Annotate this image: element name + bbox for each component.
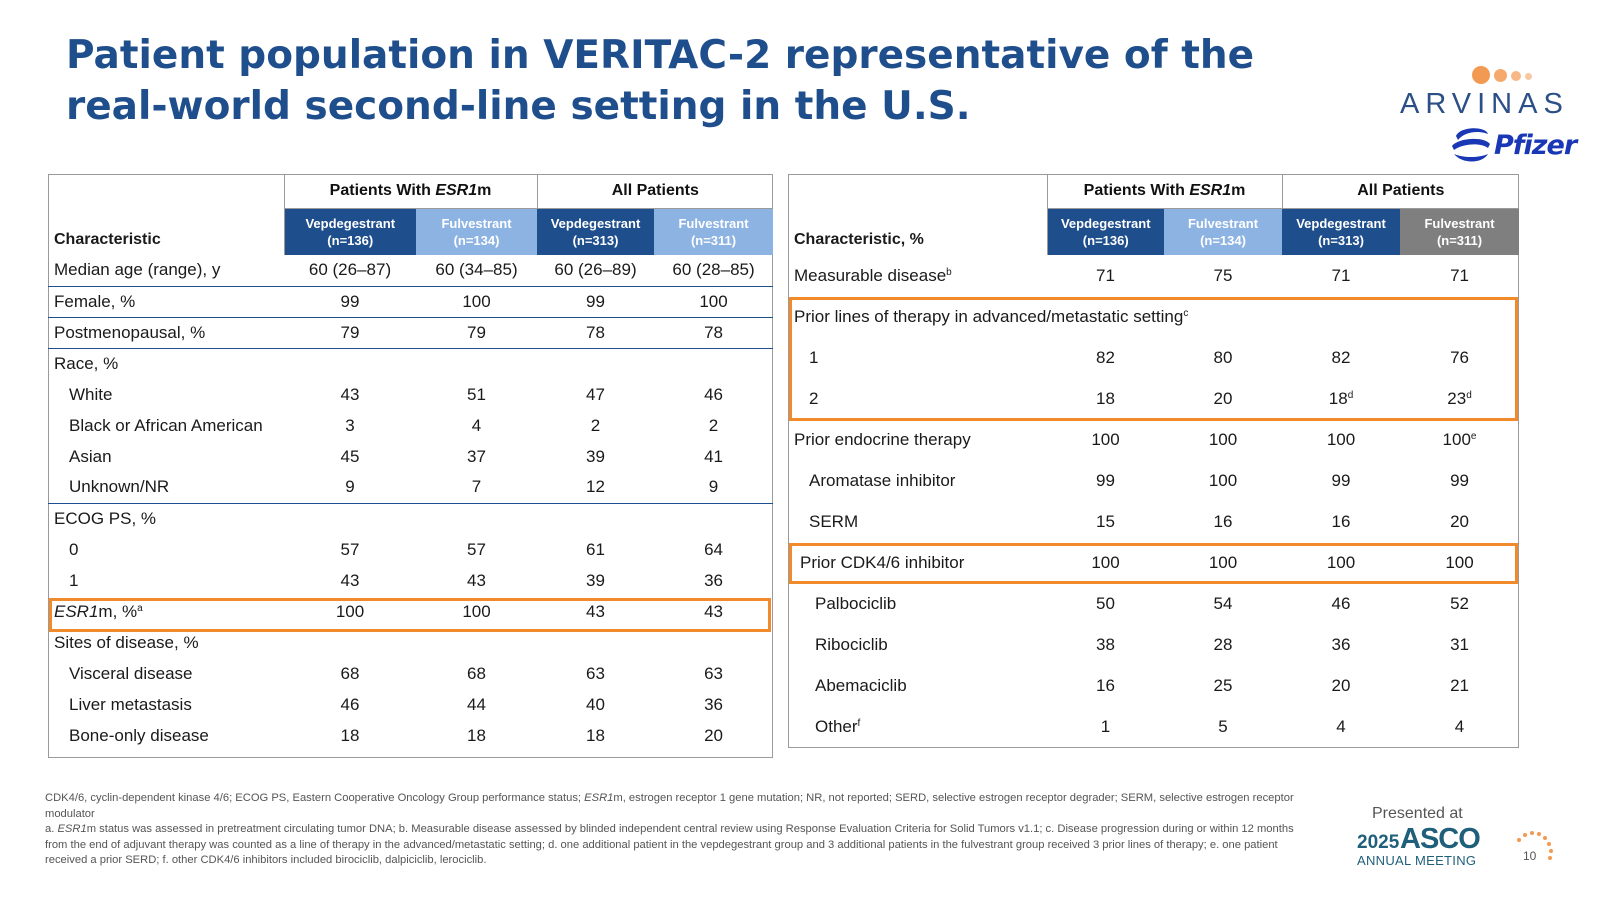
table-row: White 43 51 47 46 xyxy=(69,384,723,404)
right-subheader-ful-esr1: Fulvestrant (n=134) xyxy=(1164,208,1283,255)
presented-at-label: Presented at xyxy=(1372,805,1463,822)
left-group-esr1-header: Patients With ESR1m xyxy=(283,174,538,209)
footnotes: CDK4/6, cyclin-dependent kinase 4/6; ECO… xyxy=(45,791,1305,869)
asco-year: 2025 xyxy=(1357,832,1400,853)
table-row: Female, % 99 100 99 100 xyxy=(48,286,774,318)
abbreviations-footnote: CDK4/6, cyclin-dependent kinase 4/6; ECO… xyxy=(45,792,1294,820)
table-row: 1 82 80 82 76 xyxy=(809,347,1469,367)
table-row: Asian 45 37 39 41 xyxy=(69,446,723,466)
table-row: Visceral disease 68 68 63 63 xyxy=(69,663,723,683)
pfizer-swirl-icon xyxy=(1452,128,1490,162)
table-row: 1 43 43 39 36 xyxy=(69,570,723,590)
table-row: Prior lines of therapy in advanced/metas… xyxy=(794,306,1189,326)
table-row: Liver metastasis 46 44 40 36 xyxy=(69,694,723,714)
table-row: ECOG PS, % xyxy=(54,508,157,528)
table-row: 2 18 20 18d 23d xyxy=(809,388,1472,408)
table-row: Postmenopausal, % 79 79 78 78 xyxy=(48,317,774,349)
table-row-cdk46-highlighted: Prior CDK4/6 inhibitor 100 100 100 100 xyxy=(800,552,1474,572)
asco-meeting-label: ANNUAL MEETING xyxy=(1357,853,1477,868)
right-characteristics-table: Characteristic, % Patients With ESR1m Al… xyxy=(788,174,1520,747)
right-group-all-header: All Patients xyxy=(1281,174,1520,209)
arvinas-logo: ARVINAS xyxy=(1400,62,1580,122)
table-row: Measurable diseaseb 71 75 71 71 xyxy=(794,265,1469,285)
table-row: Ribociclib 38 28 36 31 xyxy=(815,634,1469,654)
page-dots-icon xyxy=(1517,831,1553,860)
left-subheader-vep-all: Vepdegestrant (n=313) xyxy=(537,208,655,255)
pfizer-logo: Pfizer xyxy=(1448,124,1578,172)
table-row: Race, % xyxy=(54,353,119,373)
pfizer-wordmark: Pfizer xyxy=(1494,130,1577,161)
table-row: Prior endocrine therapy 100 100 100 100e xyxy=(794,429,1477,449)
right-subheader-ful-all: Fulvestrant (n=311) xyxy=(1400,208,1520,255)
left-characteristic-header: Characteristic xyxy=(54,231,161,248)
table-row: SERM 15 16 16 20 xyxy=(809,511,1469,531)
right-group-esr1-header: Patients With ESR1m xyxy=(1046,174,1283,209)
table-row: Palbociclib 50 54 46 52 xyxy=(815,593,1469,613)
right-characteristic-header: Characteristic, % xyxy=(794,231,924,248)
table-row: Sites of disease, % xyxy=(54,632,199,652)
right-subheader-vep-all: Vepdegestrant (n=313) xyxy=(1282,208,1401,255)
asco-badge: Presented at 2025 ASCO ANNUAL MEETING xyxy=(1356,805,1486,868)
lettered-footnotes: a. ESR1m status was assessed in pretreat… xyxy=(45,823,1294,867)
table-row: 0 57 57 61 64 xyxy=(69,539,723,559)
table-row: Bone-only disease 18 18 18 20 xyxy=(69,725,723,745)
left-subheader-vep-esr1: Vepdegestrant (n=136) xyxy=(283,208,416,255)
left-group-all-header: All Patients xyxy=(536,174,774,209)
asco-wordmark: ASCO xyxy=(1400,823,1481,855)
table-row: Median age (range), y 60 (26–87) 60 (34–8… xyxy=(48,255,774,287)
left-subheader-ful-all: Fulvestrant (n=311) xyxy=(654,208,774,255)
table-row: Unknown/NR 9 7 12 9 xyxy=(48,472,774,504)
page-number: 10 xyxy=(1523,849,1537,863)
arvinas-wordmark: ARVINAS xyxy=(1400,88,1569,120)
left-subheader-ful-esr1: Fulvestrant (n=134) xyxy=(416,208,538,255)
page-title: Patient population in VERITAC-2 represen… xyxy=(66,33,1255,129)
left-characteristics-table: Characteristic Patients With ESR1m All P… xyxy=(48,174,774,751)
table-row-esr1m-highlighted: ESR1m, %a 100 100 43 43 xyxy=(54,601,723,621)
table-row: Abemaciclib 16 25 20 21 xyxy=(815,675,1469,695)
right-subheader-vep-esr1: Vepdegestrant (n=136) xyxy=(1046,208,1164,255)
table-row: Aromatase inhibitor 99 100 99 99 xyxy=(809,470,1469,490)
